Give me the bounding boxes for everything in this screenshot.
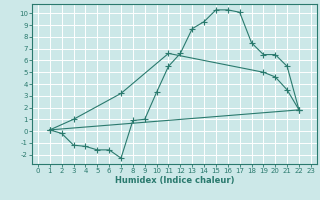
X-axis label: Humidex (Indice chaleur): Humidex (Indice chaleur) [115, 176, 234, 185]
